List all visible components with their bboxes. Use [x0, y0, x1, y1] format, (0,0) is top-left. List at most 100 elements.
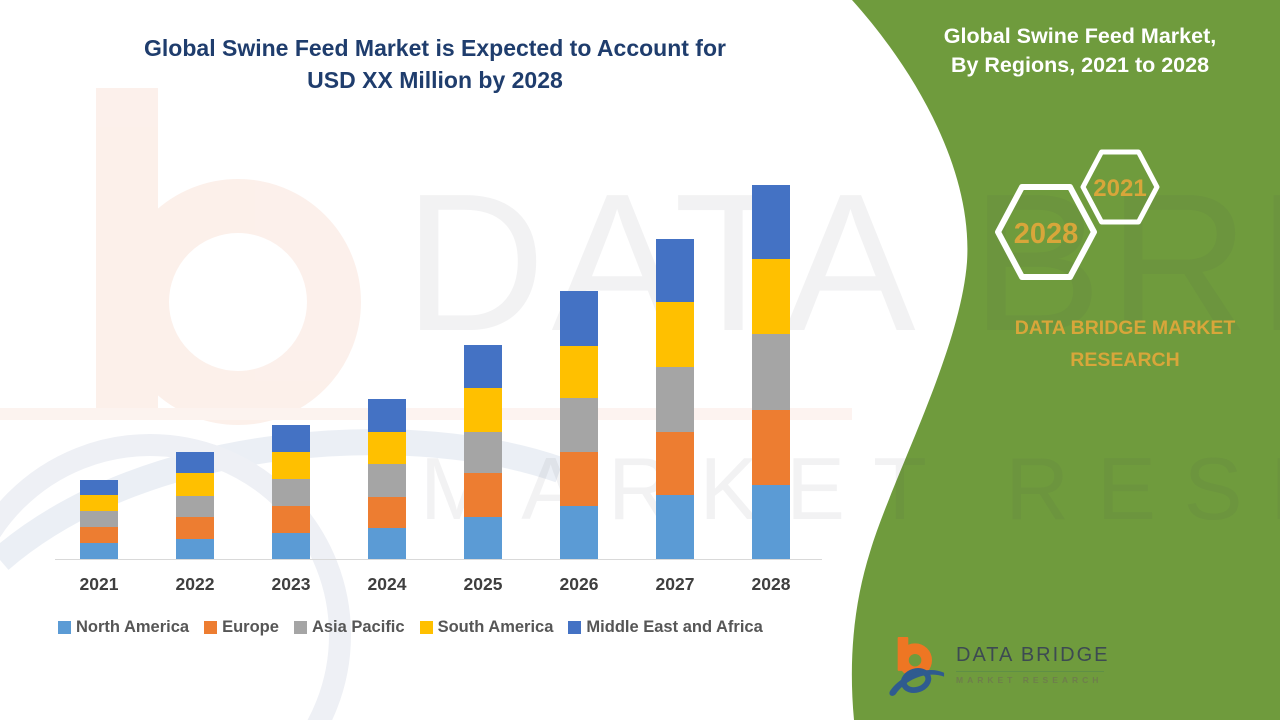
- bar-segment-north-america: [656, 495, 694, 560]
- brand-text-line1: DATA BRIDGE MARKET: [1014, 317, 1236, 339]
- chart-title-line2: USD XX Million by 2028: [307, 67, 563, 93]
- footer-logo-text: DATA BRIDGE MARKET RESEARCH: [956, 634, 1110, 685]
- bar-segment-north-america: [464, 517, 502, 560]
- bar-segment-asia-pacific: [752, 334, 790, 410]
- legend-label: Asia Pacific: [311, 618, 405, 636]
- footer-logo-divider: [956, 671, 1104, 672]
- bar-segment-asia-pacific: [464, 432, 502, 473]
- legend-item-asia-pacific: Asia Pacific: [293, 618, 405, 637]
- chart-title: Global Swine Feed Market is Expected to …: [10, 32, 860, 96]
- hexagon-2021: [1080, 149, 1160, 225]
- x-axis-label-2024: 2024: [367, 574, 407, 594]
- data-bridge-logo-icon: [889, 637, 945, 696]
- x-axis-label-2025: 2025: [463, 574, 503, 594]
- legend-item-middle-east-and-africa: Middle East and Africa: [568, 618, 763, 637]
- bar-2028: [752, 185, 790, 560]
- x-axis-label-2022: 2022: [175, 574, 215, 594]
- bar-segment-europe: [464, 473, 502, 517]
- panel-heading-line2: By Regions, 2021 to 2028: [950, 53, 1210, 77]
- logo-swoosh: [889, 669, 945, 696]
- legend-swatch: [568, 621, 582, 634]
- bar-segment-middle-east-and-africa: [464, 345, 502, 388]
- panel-heading: Global Swine Feed Market, By Regions, 20…: [930, 22, 1230, 80]
- bar-segment-europe: [560, 452, 598, 506]
- bar-segment-asia-pacific: [272, 478, 310, 506]
- bar-segment-north-america: [560, 506, 598, 560]
- legend-swatch: [419, 621, 433, 634]
- bar-segment-middle-east-and-africa: [176, 452, 214, 473]
- watermark-circle-shape: [0, 434, 351, 720]
- bar-2021: [80, 479, 118, 560]
- footer-logo-subtitle: MARKET RESEARCH: [956, 675, 1103, 685]
- legend-swatch: [58, 621, 71, 634]
- bar-segment-south-america: [752, 258, 790, 334]
- plot-area: [60, 184, 830, 560]
- x-axis-labels: 2021 2022 2023 2024 2025 2026 2027 2028: [0, 574, 860, 600]
- brand-text: DATA BRIDGE MARKET RESEARCH: [980, 312, 1270, 376]
- watermark-band-shape: [0, 408, 852, 420]
- bar-segment-south-america: [176, 473, 214, 496]
- x-axis-line: [55, 559, 822, 560]
- legend-swatch: [293, 621, 307, 634]
- x-axis-label-2021: 2021: [79, 574, 119, 594]
- bar-segment-middle-east-and-africa: [656, 239, 694, 302]
- bar-2025: [464, 345, 502, 560]
- bar-segment-asia-pacific: [560, 398, 598, 452]
- watermark-b-bowl-shape: [115, 179, 361, 425]
- x-axis-label-2028: 2028: [751, 574, 791, 594]
- bar-segment-middle-east-and-africa: [368, 398, 406, 432]
- bar-segment-europe: [656, 431, 694, 495]
- bar-segment-south-america: [656, 302, 694, 367]
- legend-label: North America: [76, 618, 190, 636]
- bar-segment-europe: [176, 516, 214, 539]
- bar-2027: [656, 239, 694, 560]
- legend-label: South America: [437, 618, 554, 636]
- bar-segment-europe: [272, 505, 310, 533]
- brand-text-line2: RESEARCH: [1070, 349, 1180, 371]
- bar-segment-middle-east-and-africa: [560, 291, 598, 346]
- bar-segment-south-america: [464, 388, 502, 432]
- bar-segment-europe: [80, 526, 118, 543]
- legend-label: Middle East and Africa: [586, 618, 763, 636]
- bar-segment-asia-pacific: [656, 367, 694, 432]
- legend-swatch: [204, 621, 218, 634]
- bar-2024: [368, 398, 406, 560]
- bar-segment-middle-east-and-africa: [752, 185, 790, 259]
- footer-logo-name: DATA BRIDGE: [956, 644, 1110, 666]
- footer-logo: DATA BRIDGE MARKET RESEARCH: [888, 634, 1110, 700]
- legend: North America Europe Asia Pacific South Ame…: [58, 618, 763, 637]
- bar-segment-europe: [368, 496, 406, 528]
- panel-heading-line1: Global Swine Feed Market,: [943, 24, 1217, 48]
- hexagon-2028: [995, 184, 1097, 280]
- chart-title-line1: Global Swine Feed Market is Expected to …: [144, 35, 726, 61]
- bar-segment-north-america: [368, 528, 406, 560]
- bar-segment-middle-east-and-africa: [272, 425, 310, 452]
- bar-segment-asia-pacific: [368, 463, 406, 497]
- bar-segment-north-america: [80, 542, 118, 560]
- bar-segment-north-america: [272, 532, 310, 560]
- bar-2022: [176, 452, 214, 560]
- bar-segment-asia-pacific: [80, 510, 118, 527]
- legend-label: Europe: [222, 618, 279, 636]
- legend-item-europe: Europe: [204, 618, 279, 637]
- bar-segment-south-america: [368, 431, 406, 464]
- x-axis-label-2023: 2023: [271, 574, 311, 594]
- bar-segment-south-america: [80, 495, 118, 511]
- bar-segment-europe: [752, 409, 790, 485]
- bar-segment-south-america: [560, 346, 598, 398]
- hexagon-2021-label: 2021: [1093, 175, 1146, 202]
- bar-2023: [272, 425, 310, 560]
- bar-segment-north-america: [752, 484, 790, 560]
- legend-item-north-america: North America: [58, 618, 189, 637]
- x-axis-label-2026: 2026: [559, 574, 599, 594]
- bar-segment-middle-east-and-africa: [80, 479, 118, 495]
- legend-item-south-america: South America: [419, 618, 554, 637]
- hexagon-2028-label: 2028: [1014, 218, 1079, 250]
- bar-segment-asia-pacific: [176, 496, 214, 517]
- green-panel-shape: [851, 0, 1280, 720]
- bar-2026: [560, 291, 598, 560]
- x-axis-label-2027: 2027: [655, 574, 695, 594]
